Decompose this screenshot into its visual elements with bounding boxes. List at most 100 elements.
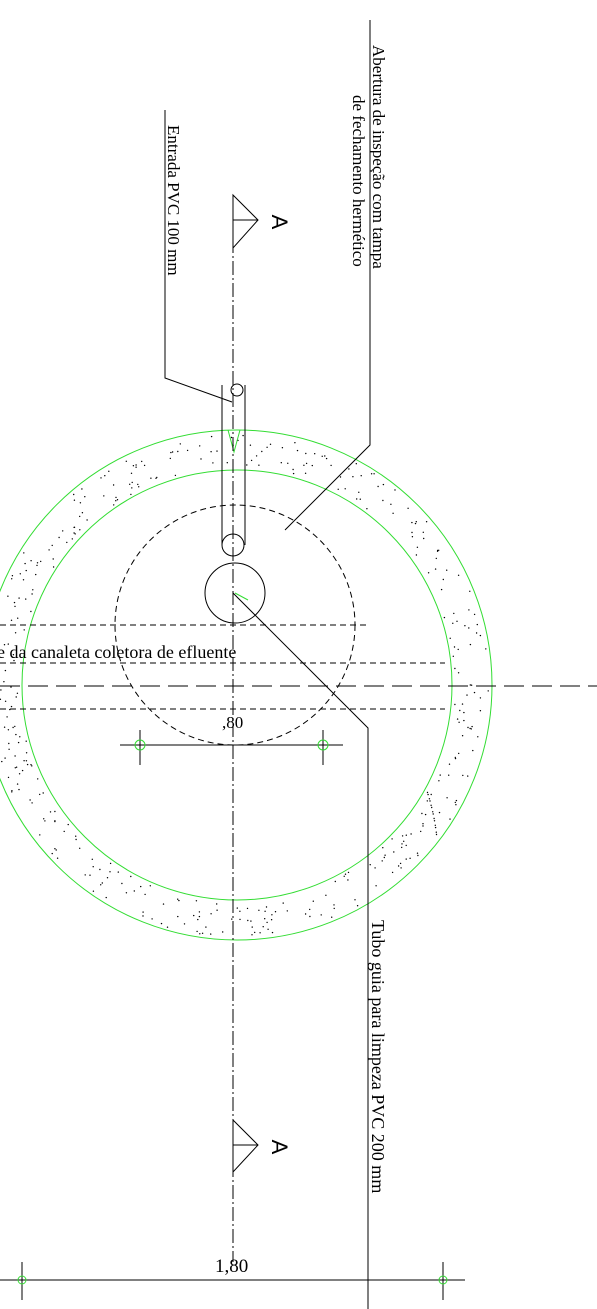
channel-label: e da canaleta coletora de efluente (0, 642, 236, 662)
stipple-dot (103, 495, 104, 496)
stipple-dot (251, 460, 252, 461)
stipple-dot (305, 453, 306, 454)
stipple-dot (68, 824, 69, 825)
stipple-dot (35, 574, 36, 575)
stipple-dot (242, 435, 243, 436)
stipple-dot (258, 465, 259, 466)
stipple-dot (312, 465, 313, 466)
stipple-dot (411, 522, 412, 523)
stipple-dot (411, 532, 412, 533)
stipple-dot (400, 867, 401, 868)
stipple-dot (17, 783, 18, 784)
stipple-dot (79, 529, 80, 530)
stipple-dot (72, 538, 73, 539)
stipple-dot (102, 882, 103, 883)
stipple-dot (458, 753, 459, 754)
stipple-dot (106, 897, 107, 898)
stipple-dot (256, 455, 257, 456)
stipple-dot (467, 775, 468, 776)
stipple-dot (433, 813, 434, 814)
stipple-dot (14, 602, 15, 603)
stipple-dot (267, 929, 268, 930)
stipple-dot (210, 451, 211, 452)
stipple-dot (470, 644, 471, 645)
stipple-dot (31, 593, 32, 594)
stipple-dot (37, 778, 38, 779)
section-label: A (267, 215, 292, 230)
stipple-dot (133, 465, 134, 466)
stipple-dot (344, 876, 345, 877)
stipple-dot (39, 794, 40, 795)
stipple-dot (382, 860, 383, 861)
stipple-dot (134, 890, 135, 891)
stipple-dot (247, 920, 248, 921)
stipple-dot (56, 849, 57, 850)
stipple-dot (144, 894, 145, 895)
stipple-dot (471, 728, 472, 729)
stipple-dot (416, 521, 417, 522)
stipple-dot (142, 915, 143, 916)
stipple-dot (421, 813, 422, 814)
stipple-dot (44, 820, 45, 821)
stipple-dot (75, 839, 76, 840)
stipple-dot (401, 843, 402, 844)
stipple-dot (293, 473, 294, 474)
stipple-dot (458, 672, 459, 673)
stipple-dot (422, 825, 423, 826)
stipple-dot (357, 905, 358, 906)
stipple-dot (5, 701, 6, 702)
stipple-dot (457, 718, 458, 719)
stipple-dot (84, 496, 85, 497)
stipple-dot (485, 648, 486, 649)
stipple-dot (459, 710, 460, 711)
stipple-dot (30, 764, 31, 765)
stipple-dot (305, 913, 306, 914)
stipple-dot (177, 899, 178, 900)
stipple-dot (29, 799, 30, 800)
stipple-dot (325, 895, 326, 896)
stipple-dot (118, 871, 119, 872)
stipple-dot (462, 703, 463, 704)
stipple-dot (331, 917, 332, 918)
stipple-dot (50, 811, 51, 812)
stipple-dot (464, 625, 465, 626)
stipple-dot (480, 635, 481, 636)
stipple-dot (326, 458, 327, 459)
stipple-dot (322, 456, 323, 457)
stipple-dot (377, 486, 378, 487)
stipple-dot (275, 911, 276, 912)
stipple-dot (196, 931, 197, 932)
stipple-dot (393, 851, 394, 852)
dimension-label: ,80 (222, 713, 243, 732)
stipple-dot (80, 502, 81, 503)
stipple-dot (463, 712, 464, 713)
stipple-dot (287, 463, 288, 464)
stipple-dot (36, 565, 37, 566)
stipple-dot (261, 451, 262, 452)
stipple-dot (426, 521, 427, 522)
stipple-dot (446, 797, 447, 798)
stipple-dot (443, 579, 444, 580)
stipple-dot (375, 885, 376, 886)
stipple-dot (469, 591, 470, 592)
stipple-dot (109, 871, 110, 872)
stipple-dot (79, 516, 80, 517)
stipple-dot (347, 879, 348, 880)
stipple-dot (53, 566, 54, 567)
stipple-dot (30, 560, 31, 561)
stipple-dot (454, 668, 455, 669)
stipple-dot (26, 760, 27, 761)
stipple-dot (436, 834, 437, 835)
stipple-dot (471, 685, 472, 686)
stipple-dot (292, 469, 293, 470)
stipple-dot (430, 805, 431, 806)
stipple-dot (440, 774, 441, 775)
stipple-dot (409, 858, 410, 859)
stipple-dot (454, 646, 455, 647)
stipple-dot (283, 902, 284, 903)
stipple-dot (135, 467, 136, 468)
stipple-dot (12, 727, 13, 728)
stipple-dot (200, 458, 201, 459)
stipple-dot (352, 476, 353, 477)
stipple-dot (309, 916, 310, 917)
